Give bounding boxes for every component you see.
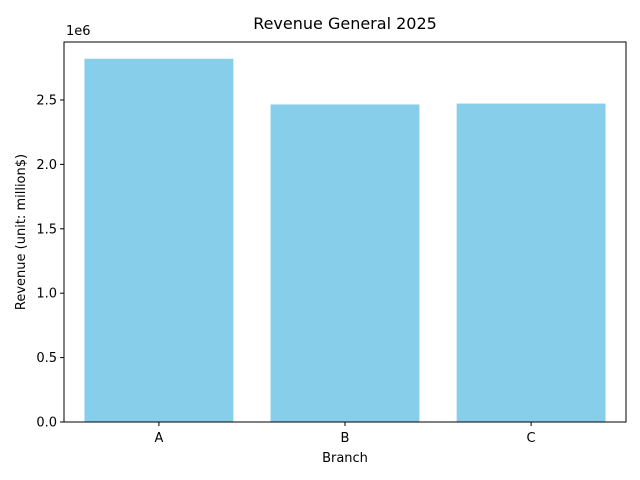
chart-title: Revenue General 2025 — [253, 14, 437, 33]
x-axis-label: Branch — [322, 451, 368, 466]
y-tick-label: 0.5 — [36, 351, 57, 366]
bar-A — [84, 58, 234, 423]
bar-B — [270, 104, 420, 422]
x-tick-label: C — [527, 431, 536, 446]
x-tick-label: B — [341, 431, 350, 446]
bars-layer — [84, 58, 606, 423]
bar-C — [456, 103, 606, 423]
x-tick-label: A — [154, 431, 163, 446]
y-axis-offset-label: 1e6 — [66, 24, 91, 39]
y-axis-label: Revenue (unit: million$) — [14, 154, 29, 310]
x-axis-ticks: A B C — [154, 422, 536, 446]
y-tick-label: 0.0 — [36, 416, 57, 431]
y-tick-label: 1.5 — [36, 222, 57, 237]
y-axis-ticks: 0.0 0.5 1.0 1.5 2.0 2.5 — [36, 93, 64, 431]
y-tick-label: 2.0 — [36, 158, 57, 173]
y-tick-label: 1.0 — [36, 287, 57, 302]
y-tick-label: 2.5 — [36, 93, 57, 108]
